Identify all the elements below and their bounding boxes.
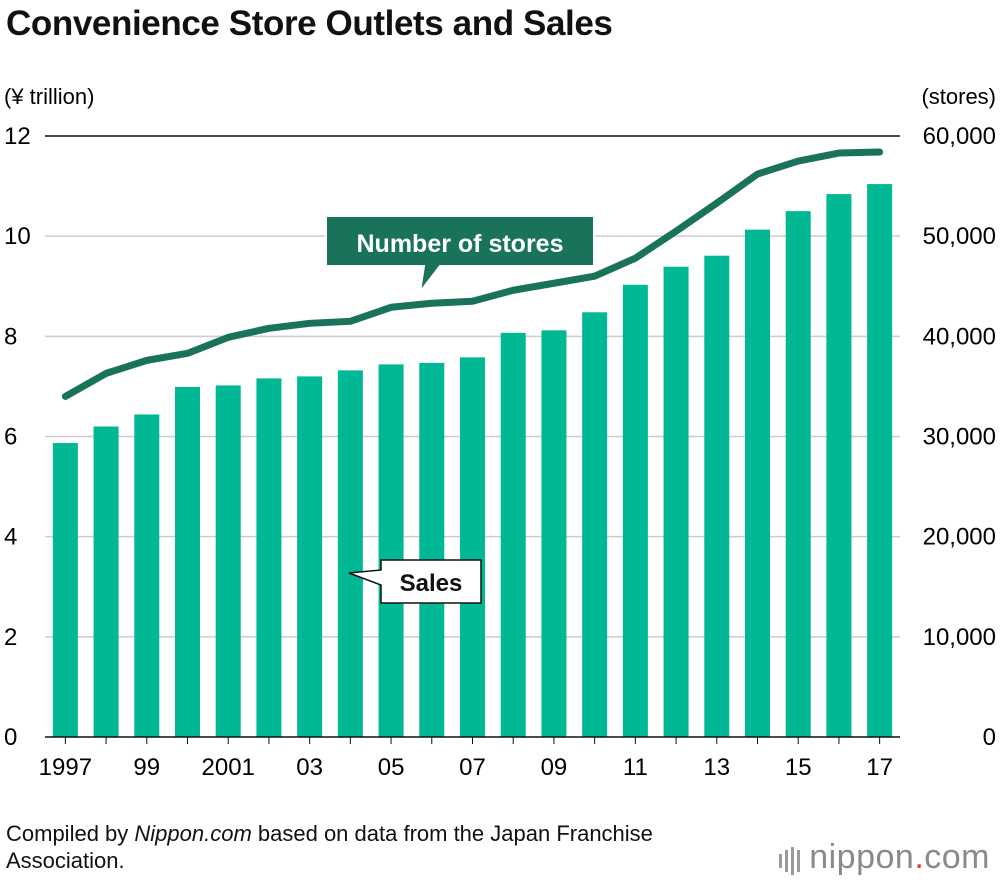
source-prefix: Compiled by <box>6 821 135 846</box>
sales-bar <box>622 284 648 737</box>
logo-name: nippon <box>809 838 915 876</box>
left-tick-label: 6 <box>4 424 17 451</box>
stores-callout-label: Number of stores <box>357 230 564 258</box>
sales-bar <box>337 370 363 737</box>
logo-tld: com <box>924 838 990 876</box>
right-tick-label: 60,000 <box>923 123 996 150</box>
left-tick-label: 0 <box>4 724 17 751</box>
right-axis-label: (stores) <box>921 84 996 109</box>
sales-bar <box>297 376 323 737</box>
sales-bar <box>52 443 78 737</box>
logo-mark-icon <box>779 840 803 879</box>
x-tick-label: 99 <box>133 754 160 781</box>
sales-bar <box>175 386 200 737</box>
x-tick-label: 15 <box>785 754 812 781</box>
x-tick-label: 13 <box>703 754 730 781</box>
sales-callout: Sales <box>348 559 482 604</box>
sales-bar <box>704 255 730 738</box>
sales-bar <box>378 364 404 737</box>
sales-bar <box>826 194 852 737</box>
x-tick-label: 07 <box>459 754 486 781</box>
right-tick-label: 40,000 <box>923 323 996 350</box>
x-tick-label: 03 <box>296 754 323 781</box>
sales-bar <box>419 362 445 737</box>
x-tick-label: 09 <box>541 754 568 781</box>
left-axis-label: (¥ trillion) <box>4 84 94 109</box>
x-tick-label: 2001 <box>202 754 255 781</box>
right-tick-label: 0 <box>983 724 996 751</box>
x-tick-label: 05 <box>378 754 405 781</box>
stores-line-group <box>61 148 884 400</box>
right-tick-label: 50,000 <box>923 223 996 250</box>
left-tick-label: 4 <box>4 524 17 551</box>
x-tick-label: 17 <box>866 754 893 781</box>
sales-bar <box>460 357 485 737</box>
sales-bar <box>256 378 282 737</box>
sales-bar <box>215 385 241 737</box>
right-tick-label: 30,000 <box>923 424 996 451</box>
sales-bar <box>134 414 160 737</box>
sales-bar <box>582 312 608 737</box>
sales-bar <box>785 211 811 737</box>
sales-callout-label: Sales <box>400 570 463 597</box>
source-suffix: based on data from the Japan Franchise A… <box>6 821 653 873</box>
left-tick-label: 12 <box>4 123 31 150</box>
sales-bars <box>52 184 893 738</box>
left-tick-label: 10 <box>4 223 31 250</box>
source-name: Nippon.com <box>134 821 252 846</box>
x-tick-label: 1997 <box>39 754 92 781</box>
sales-bar <box>663 266 689 737</box>
chart-area: 0 0 2 10,000 4 20,000 6 30,000 8 40,000 10 50,000 12… <box>4 84 996 781</box>
sales-bar <box>541 330 567 737</box>
stores-callout: Number of stores <box>325 215 595 293</box>
nippon-logo: nippon.com <box>779 838 990 879</box>
axes: 0 0 2 10,000 4 20,000 6 30,000 8 40,000 10 50,000 12… <box>4 123 996 781</box>
x-tick-label: 11 <box>623 754 648 781</box>
sales-bar <box>500 332 526 737</box>
sales-bar <box>745 229 770 738</box>
sales-bar <box>867 184 893 737</box>
sales-bar <box>93 426 119 737</box>
left-tick-label: 8 <box>4 323 17 350</box>
source-note: Compiled by Nippon.com based on data fro… <box>6 820 726 874</box>
logo-dot: . <box>914 838 925 876</box>
left-tick-label: 2 <box>4 624 17 651</box>
right-tick-label: 20,000 <box>923 524 996 551</box>
chart-title: Convenience Store Outlets and Sales <box>6 4 613 43</box>
right-tick-label: 10,000 <box>923 624 996 651</box>
